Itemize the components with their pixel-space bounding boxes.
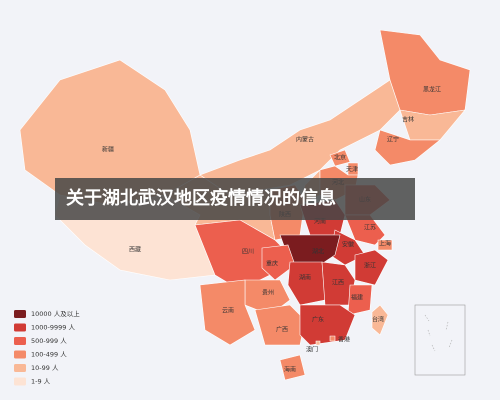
- legend-label: 1000-9999 人: [31, 324, 75, 332]
- province: [374, 129, 441, 166]
- province: [377, 239, 393, 251]
- province: [287, 261, 326, 306]
- legend: 10000 人及以上 1000-9999 人 500-999 人 100-499 人 1…: [14, 309, 80, 386]
- legend-swatch: [14, 323, 26, 332]
- inset-islands: [424, 314, 453, 352]
- province-label: 安徽: [342, 241, 354, 249]
- province: [399, 109, 466, 141]
- province-label: 重庆: [266, 260, 278, 268]
- legend-label: 10-99 人: [31, 364, 59, 372]
- province-label: 台湾: [372, 316, 384, 324]
- province-label: 新疆: [102, 146, 114, 154]
- province-label: 广东: [312, 316, 324, 324]
- legend-label: 100-499 人: [31, 351, 67, 359]
- province-label: 云南: [222, 307, 234, 315]
- province-label: 内蒙古: [296, 136, 314, 144]
- province-label: 福建: [351, 294, 363, 302]
- province-label: 江西: [332, 280, 344, 287]
- province-label: 贵州: [262, 289, 274, 297]
- province-label: 广西: [276, 326, 288, 334]
- province-label: 香港: [338, 336, 350, 344]
- province: [354, 249, 389, 286]
- legend-swatch: [14, 310, 26, 318]
- province-label: 天津: [346, 167, 358, 174]
- legend-swatch: [14, 350, 26, 359]
- province-label: 海南: [284, 366, 296, 374]
- legend-label: 10000 人及以上: [31, 309, 80, 318]
- province-label: 吉林: [402, 116, 414, 124]
- province-label: 黑龙江: [423, 86, 441, 94]
- province: [199, 279, 256, 346]
- province: [329, 149, 351, 167]
- province-label: 湖北: [312, 248, 324, 256]
- map: [19, 29, 471, 381]
- legend-swatch: [14, 337, 26, 345]
- province: [299, 304, 356, 346]
- legend-swatch: [14, 377, 26, 386]
- province-label: 辽宁: [387, 136, 399, 144]
- province-label: 湖南: [299, 274, 311, 282]
- province-label: 河南: [314, 218, 326, 226]
- title-banner: [55, 178, 415, 220]
- legend-label: 1-9 人: [31, 378, 51, 386]
- province: [279, 354, 306, 381]
- province: [371, 304, 389, 336]
- province-label: 西藏: [129, 246, 141, 254]
- province: [347, 284, 373, 316]
- legend-label: 500-999 人: [31, 337, 67, 345]
- province: [315, 340, 321, 346]
- province-label: 北京: [334, 154, 346, 162]
- province-label: 江苏: [364, 224, 376, 232]
- title: 关于湖北武汉地区疫情情况的信息: [66, 187, 336, 209]
- province-label: 澳门: [306, 346, 318, 354]
- legend-swatch: [14, 364, 26, 372]
- inset-box: [414, 304, 466, 376]
- province-label: 浙江: [364, 262, 376, 270]
- province-label: 四川: [242, 249, 254, 256]
- province: [261, 244, 296, 281]
- province: [329, 335, 336, 342]
- province-label: 上海: [379, 240, 391, 248]
